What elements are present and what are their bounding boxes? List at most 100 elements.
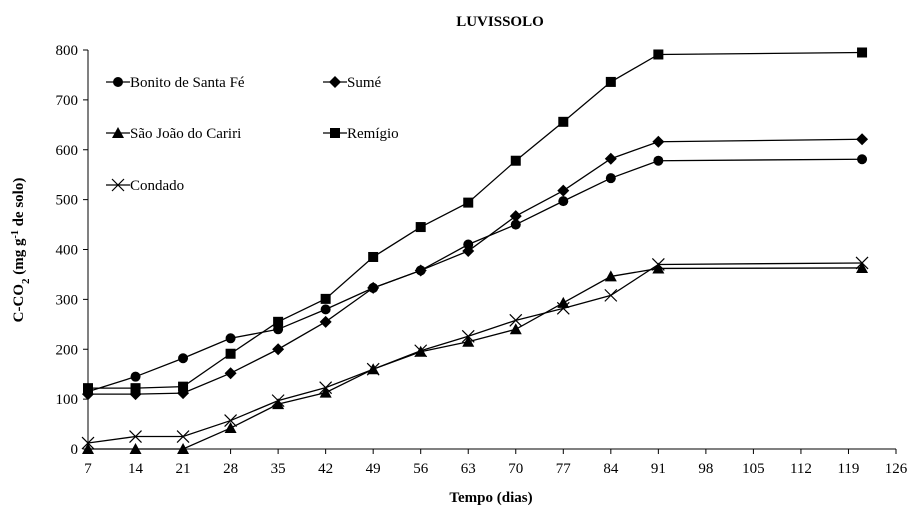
y-axis-label-end: de solo)	[11, 178, 27, 231]
y-axis-label: C-CO2 (mg g-1 de solo)	[10, 178, 33, 323]
series-line	[87, 262, 863, 444]
data-point	[225, 333, 236, 344]
series-line	[88, 267, 863, 450]
x-tick-label: 70	[508, 461, 523, 477]
data-point	[319, 386, 332, 398]
data-point	[82, 443, 94, 454]
data-point	[856, 133, 869, 146]
data-point	[178, 381, 189, 392]
data-point	[272, 398, 285, 410]
data-point	[225, 348, 236, 359]
data-point	[224, 414, 238, 427]
x-tick-label: 56	[413, 461, 429, 477]
series-square	[83, 47, 868, 394]
x-axis-label: Tempo (dias)	[449, 490, 532, 506]
legend-label: Sumé	[347, 75, 382, 91]
series-circle	[83, 154, 868, 397]
legend-item: Remígio	[323, 126, 399, 142]
x-tick-label: 119	[837, 461, 859, 477]
legend-item: Condado	[106, 178, 184, 194]
data-point	[651, 258, 665, 271]
data-point	[366, 362, 380, 376]
data-point	[272, 343, 285, 356]
data-point	[320, 293, 331, 304]
series-x	[81, 256, 869, 450]
series-line	[87, 158, 863, 393]
data-point	[176, 430, 190, 443]
data-point	[463, 197, 474, 208]
data-point	[857, 47, 868, 58]
series-layer	[81, 47, 869, 454]
series-line	[88, 51, 863, 389]
data-point	[856, 261, 869, 273]
data-point	[83, 383, 93, 394]
series-diamond	[82, 133, 869, 401]
data-point	[462, 335, 475, 347]
legend: Bonito de Santa Fé Sumé São João do Cariri…	[106, 75, 399, 194]
data-point	[415, 222, 426, 233]
data-point	[510, 219, 521, 230]
data-point	[556, 301, 570, 315]
y-axis-ticks: 0 100 200 300 400 500 600 700 800	[56, 43, 88, 458]
data-point	[652, 262, 665, 274]
data-point	[463, 239, 474, 250]
data-point	[604, 288, 618, 302]
data-point	[510, 155, 521, 166]
data-point	[509, 210, 522, 223]
y-axis-label-subscript: 2	[20, 278, 32, 284]
x-tick-label: 77	[556, 461, 572, 477]
data-point	[558, 196, 569, 207]
data-point	[129, 430, 142, 443]
data-point	[557, 184, 570, 197]
legend-marker	[112, 127, 124, 138]
data-point	[509, 323, 522, 335]
x-tick-label: 7	[84, 461, 92, 477]
series-line	[88, 138, 863, 395]
legend-marker	[111, 178, 125, 192]
data-point	[319, 315, 332, 328]
legend-label: São João do Cariri	[130, 126, 241, 142]
data-point	[462, 244, 475, 257]
x-tick-label: 105	[742, 461, 765, 477]
data-point	[857, 154, 868, 165]
data-point	[367, 281, 380, 294]
data-point	[178, 353, 189, 364]
data-point	[130, 371, 141, 382]
y-tick-label: 800	[56, 43, 79, 59]
data-point	[177, 443, 190, 454]
data-point	[604, 270, 617, 282]
data-point	[271, 394, 285, 408]
y-tick-label: 400	[56, 243, 79, 259]
data-point	[81, 436, 95, 450]
x-tick-label: 28	[223, 461, 238, 477]
y-tick-label: 200	[56, 342, 79, 358]
y-axis-label-superscript: -1	[10, 230, 21, 238]
legend-item: Bonito de Santa Fé	[106, 75, 245, 91]
x-tick-label: 91	[651, 461, 666, 477]
data-point	[653, 155, 664, 166]
y-tick-label: 700	[56, 93, 79, 109]
x-tick-label: 98	[698, 461, 713, 477]
data-point	[605, 76, 616, 87]
data-point	[320, 304, 331, 315]
y-tick-label: 500	[56, 193, 79, 209]
x-tick-label: 112	[790, 461, 812, 477]
data-point	[129, 443, 142, 454]
legend-item: Sumé	[323, 75, 382, 91]
data-point	[653, 49, 664, 60]
chart-title: LUVISSOLO	[456, 14, 544, 30]
data-point	[224, 422, 237, 434]
data-point	[414, 264, 427, 277]
x-tick-label: 14	[128, 461, 144, 477]
y-tick-label: 300	[56, 292, 79, 308]
y-tick-label: 600	[56, 143, 79, 159]
x-tick-label: 84	[603, 461, 619, 477]
legend-item: São João do Cariri	[106, 126, 241, 142]
legend-label: Remígio	[347, 126, 399, 142]
legend-marker	[329, 76, 341, 88]
x-tick-label: 42	[318, 461, 333, 477]
legend-marker	[330, 128, 340, 138]
data-point	[855, 256, 869, 270]
x-axis-ticks: 7 14 21 28 35 42 49 56 63 70 77 84 91 98 105 112 119 126	[84, 449, 908, 477]
